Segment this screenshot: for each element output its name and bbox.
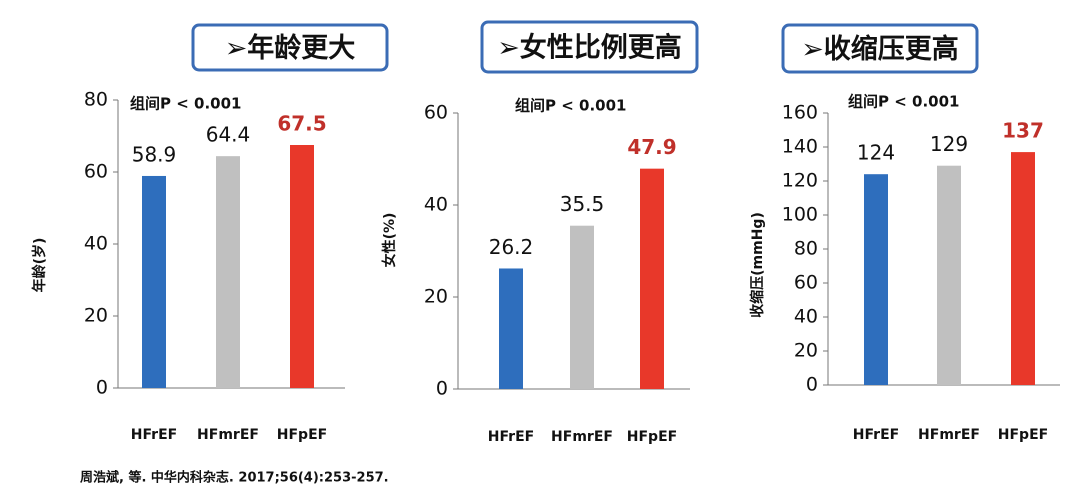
y-tick-label: 60 — [424, 102, 448, 124]
title-box — [480, 20, 699, 74]
value-label: 47.9 — [627, 135, 676, 159]
chart-title: ➢女性比例更高 — [497, 32, 682, 64]
x-tick-label: HFpEF — [627, 429, 677, 445]
annotation: 组间P < 0.001 — [130, 95, 241, 113]
value-label: 26.2 — [489, 235, 534, 259]
x-tick-label: HFmrEF — [918, 427, 980, 443]
y-tick-label: 100 — [782, 204, 818, 226]
bar — [142, 175, 166, 388]
bar — [216, 156, 240, 388]
value-label: 64.4 — [206, 123, 251, 147]
y-tick-label: 40 — [424, 194, 448, 216]
title-box — [781, 23, 979, 74]
source: 周浩斌, 等. 中华内科杂志. 2017;56(4):253-257. — [80, 470, 389, 486]
y-tick-label: 60 — [84, 161, 108, 183]
bar — [499, 268, 523, 389]
chart-title: ➢收缩压更高 — [801, 33, 959, 65]
y-tick-label: 0 — [806, 374, 818, 396]
bar — [640, 168, 664, 389]
value-label: 124 — [857, 141, 895, 165]
y-tick-label: 20 — [84, 305, 108, 327]
y-tick-label: 140 — [782, 136, 818, 158]
annotation: 组间P < 0.001 — [515, 97, 626, 115]
y-tick-label: 80 — [794, 238, 818, 260]
chart-title: ➢年龄更大 — [225, 32, 356, 64]
y-tick-label: 60 — [794, 272, 818, 294]
y-tick-label: 160 — [782, 102, 818, 124]
y-tick-label: 0 — [436, 378, 448, 400]
x-tick-label: HFrEF — [131, 427, 177, 443]
y-axis-label: 女性(%) — [381, 213, 398, 268]
x-tick-label: HFpEF — [998, 427, 1048, 443]
y-tick-label: 40 — [84, 233, 108, 255]
bar — [570, 225, 594, 389]
x-tick-label: HFmrEF — [551, 429, 613, 445]
bar — [864, 174, 888, 385]
value-label: 129 — [930, 132, 968, 156]
y-axis-label: 收缩压(mmHg) — [749, 212, 766, 318]
x-tick-label: HFrEF — [488, 429, 534, 445]
x-tick-label: HFrEF — [853, 427, 899, 443]
title-box — [191, 23, 389, 72]
y-tick-label: 120 — [782, 170, 818, 192]
annotation: 组间P < 0.001 — [848, 93, 959, 111]
bar — [937, 165, 961, 385]
x-tick-label: HFpEF — [277, 427, 327, 443]
value-label: 35.5 — [560, 192, 605, 216]
y-tick-label: 40 — [794, 306, 818, 328]
y-tick-label: 20 — [794, 340, 818, 362]
bar — [1011, 152, 1035, 385]
x-tick-label: HFmrEF — [197, 427, 259, 443]
bar — [290, 145, 314, 388]
value-label: 67.5 — [277, 112, 326, 136]
value-label: 58.9 — [132, 142, 177, 166]
value-label: 137 — [1002, 119, 1044, 143]
y-tick-label: 20 — [424, 286, 448, 308]
y-tick-label: 80 — [84, 89, 108, 111]
y-tick-label: 0 — [96, 377, 108, 399]
y-axis-label: 年龄(岁) — [31, 238, 48, 293]
